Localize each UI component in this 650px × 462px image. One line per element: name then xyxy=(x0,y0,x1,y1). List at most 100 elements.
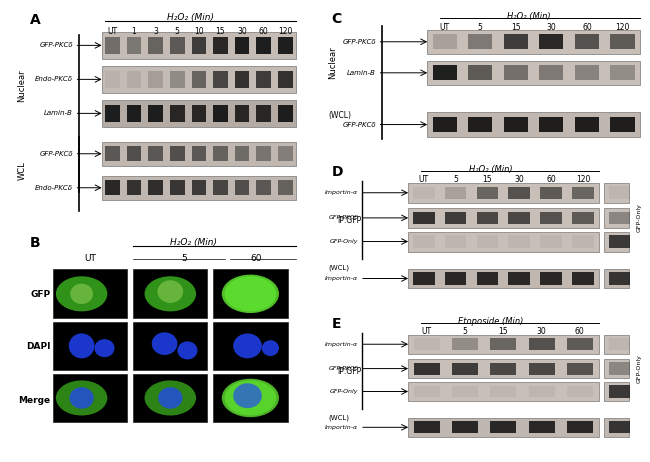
Bar xyxy=(508,212,530,224)
Bar xyxy=(575,34,599,49)
Bar xyxy=(192,71,206,88)
Bar xyxy=(256,71,271,88)
Bar xyxy=(567,338,593,350)
Ellipse shape xyxy=(233,334,262,359)
Bar xyxy=(413,235,435,248)
Bar xyxy=(572,235,594,248)
Text: 30: 30 xyxy=(237,27,247,36)
Bar xyxy=(133,322,207,370)
Bar xyxy=(609,272,630,285)
Bar xyxy=(572,272,594,285)
Text: UT: UT xyxy=(84,254,96,262)
Text: GFP-Only: GFP-Only xyxy=(330,239,358,244)
Bar xyxy=(445,187,467,199)
Bar xyxy=(604,334,629,354)
Text: Importin-α: Importin-α xyxy=(325,276,358,281)
Text: (WCL): (WCL) xyxy=(328,265,349,271)
Bar xyxy=(105,71,120,88)
Ellipse shape xyxy=(225,380,276,415)
Bar xyxy=(445,235,467,248)
Ellipse shape xyxy=(94,339,114,357)
Bar xyxy=(53,269,127,318)
Text: 10: 10 xyxy=(194,27,203,36)
Ellipse shape xyxy=(151,332,177,355)
Bar xyxy=(508,272,530,285)
Bar xyxy=(148,180,163,195)
Bar xyxy=(414,363,440,375)
Text: GFP-Only: GFP-Only xyxy=(330,389,358,394)
Bar xyxy=(170,37,185,54)
Text: C: C xyxy=(332,12,342,26)
Bar xyxy=(101,66,296,93)
Bar xyxy=(408,268,599,288)
Bar xyxy=(528,385,554,397)
Text: Merge: Merge xyxy=(18,396,50,405)
Bar xyxy=(133,374,207,422)
Bar xyxy=(427,112,640,137)
Bar xyxy=(413,212,435,224)
Bar xyxy=(235,180,250,195)
Bar xyxy=(452,385,478,397)
Text: Importin-α: Importin-α xyxy=(325,425,358,430)
Bar xyxy=(170,71,185,88)
Text: 120: 120 xyxy=(616,23,630,31)
Bar xyxy=(235,37,250,54)
Text: GFP-PKCδ: GFP-PKCδ xyxy=(328,215,358,220)
Bar xyxy=(567,421,593,433)
Text: Importin-α: Importin-α xyxy=(325,342,358,347)
Bar xyxy=(256,180,271,195)
Bar xyxy=(490,363,516,375)
Text: IP:GFP: IP:GFP xyxy=(338,216,362,225)
Text: WCL: WCL xyxy=(18,161,26,180)
Text: 120: 120 xyxy=(278,27,292,36)
Bar xyxy=(192,180,206,195)
Text: 30: 30 xyxy=(537,327,547,336)
Bar xyxy=(508,187,530,199)
Text: 60: 60 xyxy=(575,327,585,336)
Bar xyxy=(476,235,499,248)
Bar xyxy=(414,338,440,350)
Text: UT: UT xyxy=(107,27,118,36)
Text: GFP-PKCδ: GFP-PKCδ xyxy=(328,366,358,371)
Bar xyxy=(609,363,630,375)
Text: 60: 60 xyxy=(582,23,592,31)
Text: H₂O₂ (Min): H₂O₂ (Min) xyxy=(170,238,216,247)
Bar xyxy=(105,105,120,122)
Bar xyxy=(105,180,120,195)
Bar xyxy=(278,105,292,122)
Bar xyxy=(468,34,492,49)
Bar xyxy=(101,32,296,59)
Bar xyxy=(192,37,206,54)
Bar xyxy=(408,231,599,251)
Bar xyxy=(604,231,629,251)
Ellipse shape xyxy=(225,276,276,311)
Ellipse shape xyxy=(69,334,94,359)
Text: H₂O₂ (Min): H₂O₂ (Min) xyxy=(507,12,551,21)
Bar xyxy=(490,338,516,350)
Text: 30: 30 xyxy=(547,23,556,31)
Text: DAPI: DAPI xyxy=(26,342,50,351)
Bar xyxy=(476,187,499,199)
Text: 15: 15 xyxy=(511,23,521,31)
Bar xyxy=(53,374,127,422)
Bar xyxy=(408,208,599,228)
Text: 15: 15 xyxy=(482,175,492,184)
Bar xyxy=(408,418,599,437)
Text: A: A xyxy=(30,13,41,28)
Bar xyxy=(408,183,599,203)
Bar xyxy=(427,30,640,54)
Bar xyxy=(278,37,292,54)
Bar xyxy=(609,212,630,224)
Ellipse shape xyxy=(233,383,262,408)
Text: Endo-PKCδ: Endo-PKCδ xyxy=(35,76,73,82)
Text: D: D xyxy=(332,164,343,179)
Bar xyxy=(567,363,593,375)
Text: 3: 3 xyxy=(153,27,158,36)
Text: IP:GFP: IP:GFP xyxy=(338,367,362,376)
Text: GFP-PKCδ: GFP-PKCδ xyxy=(40,43,73,49)
Bar xyxy=(452,338,478,350)
Bar xyxy=(127,180,142,195)
Bar xyxy=(127,146,142,161)
Bar xyxy=(192,105,206,122)
Text: UT: UT xyxy=(439,23,450,31)
